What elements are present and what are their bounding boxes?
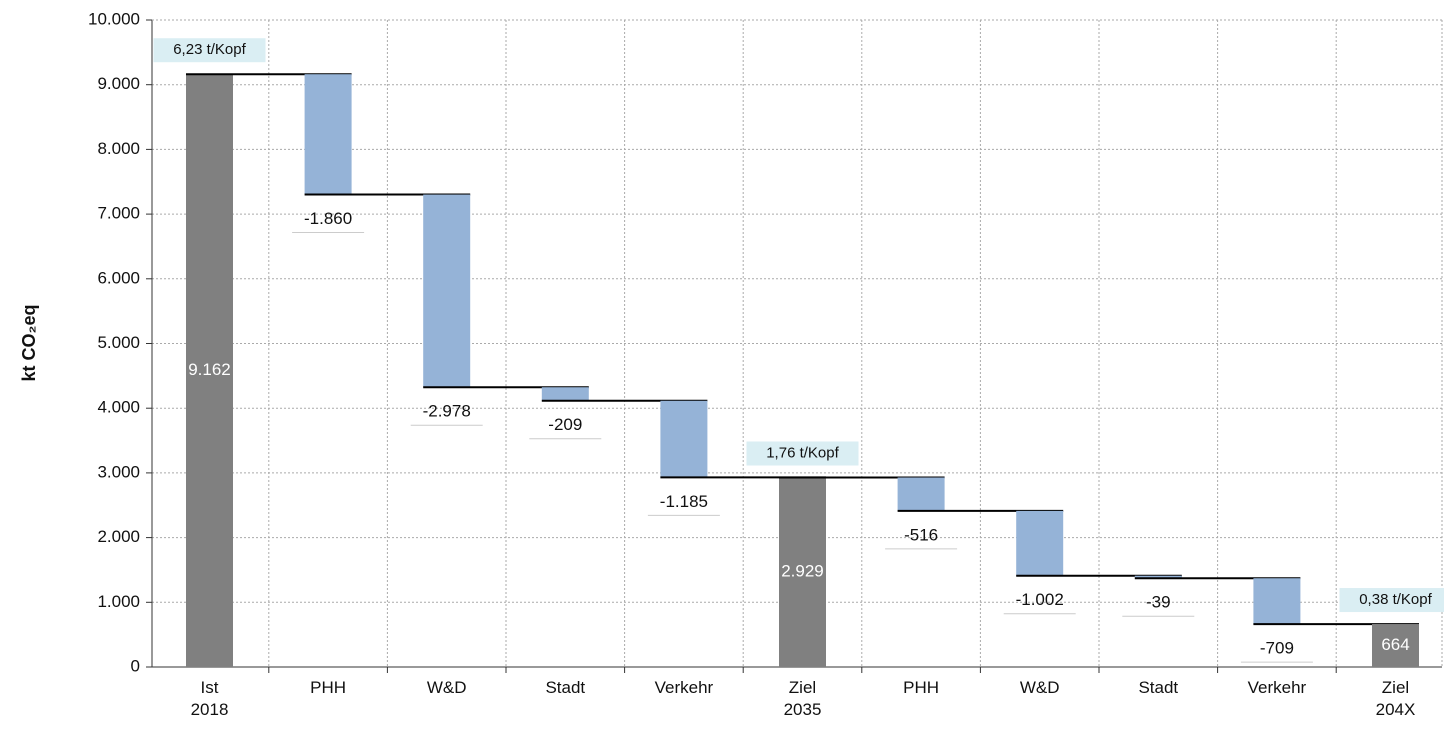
delta-bar [1134,575,1182,579]
delta-bar [1253,578,1301,625]
annotation-box [1339,588,1444,613]
delta-bar [423,194,471,388]
y-tick-label: 9.000 [97,74,140,93]
total-bar [1372,624,1419,667]
value-label: -39 [1146,593,1171,612]
x-tick-label: Stadt [545,678,586,697]
x-tick-label: PHH [903,678,940,697]
y-tick-label: 10.000 [88,9,140,28]
y-tick-label: 7.000 [97,204,140,223]
x-tick-label: W&D [426,678,467,697]
total-bar [186,74,233,667]
delta-bar [660,400,708,478]
delta-bar [541,387,589,401]
y-tick-label: 6.000 [97,268,140,287]
value-label: 664 [1381,635,1409,654]
y-axis-label: kt CO₂eq [19,304,39,381]
x-tick-label: PHH [310,678,347,697]
y-tick-label: 2.000 [97,527,140,546]
value-label: -209 [548,415,582,434]
value-label: -1.860 [304,209,352,228]
y-tick-label: 8.000 [97,139,140,158]
delta-bar [897,477,945,511]
annotation-box [153,38,266,63]
x-tick-label: Stadt [1138,678,1179,697]
annotation-box [746,441,859,466]
x-tick-label: W&D [1019,678,1060,697]
value-label: 9.162 [188,360,231,379]
value-label: -516 [904,525,938,544]
x-tick-label: Ziel 2035 [783,678,822,719]
x-tick-label: Verkehr [1247,678,1307,697]
x-tick-label: Ist 2018 [190,678,229,719]
y-tick-label: 3.000 [97,462,140,481]
y-tick-label: 0 [131,656,140,675]
value-label: -2.978 [423,402,471,421]
annotation: 6,23 t/Kopf [173,41,246,58]
value-label: 2.929 [781,562,824,581]
x-tick-label: Ziel 204X [1375,678,1416,719]
annotation: 1,76 t/Kopf [766,444,839,461]
value-label: -709 [1260,639,1294,658]
value-label: -1.002 [1016,590,1064,609]
y-tick-label: 1.000 [97,592,140,611]
y-tick-label: 5.000 [97,333,140,352]
annotation: 0,38 t/Kopf [1359,591,1432,608]
delta-bar [304,74,352,195]
delta-bar [1016,510,1064,576]
value-label: -1.185 [660,492,708,511]
x-tick-label: Verkehr [654,678,714,697]
total-bar [779,477,826,667]
y-tick-label: 4.000 [97,398,140,417]
